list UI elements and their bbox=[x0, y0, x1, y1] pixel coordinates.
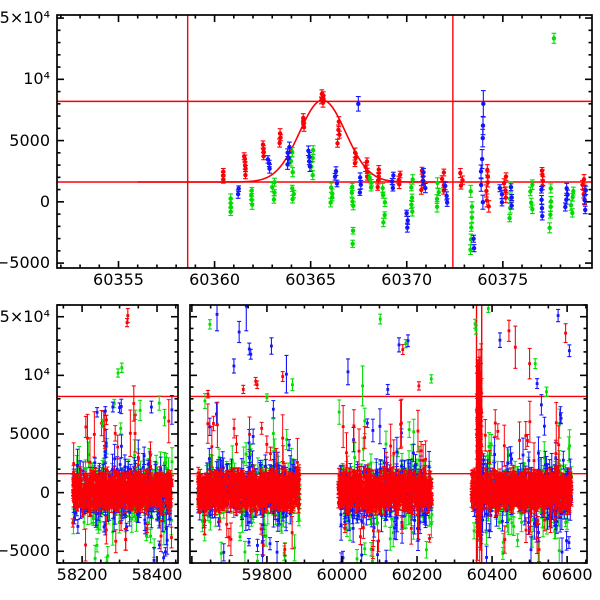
y-tick-label-zoom-panel: 0 bbox=[39, 191, 50, 211]
x-tick-label-longterm-panel: 58200 bbox=[56, 564, 108, 584]
x-tick-label-zoom-panel: 60375 bbox=[477, 269, 529, 289]
y-tick-label-longterm-panel: 1.5×10⁴ bbox=[0, 306, 50, 326]
x-tick-label-zoom-panel: 60365 bbox=[285, 269, 337, 289]
y-tick-label-longterm-panel: −5000 bbox=[0, 541, 50, 561]
y-tick-label-longterm-panel: 0 bbox=[39, 482, 50, 502]
x-tick-label-longterm-panel: 60000 bbox=[316, 564, 368, 584]
x-tick-label-longterm-panel: 60400 bbox=[466, 564, 518, 584]
x-tick-label-longterm-panel: 58400 bbox=[131, 564, 183, 584]
y-tick-label-longterm-panel: 5000 bbox=[9, 424, 50, 443]
x-tick-label-longterm-panel: 59800 bbox=[241, 564, 293, 584]
x-tick-label-zoom-panel: 60370 bbox=[381, 269, 433, 289]
y-tick-label-zoom-panel: −5000 bbox=[0, 253, 50, 273]
y-tick-label-zoom-panel: 10⁴ bbox=[23, 69, 50, 89]
x-tick-label-zoom-panel: 60355 bbox=[93, 269, 144, 289]
x-tick-label-zoom-panel: 60360 bbox=[189, 269, 241, 289]
x-tick-label-longterm-panel: 60600 bbox=[541, 564, 593, 584]
x-tick-label-longterm-panel: 60200 bbox=[391, 564, 443, 584]
y-tick-label-zoom-panel: 1.5×10⁴ bbox=[0, 8, 50, 28]
y-tick-label-zoom-panel: 5000 bbox=[9, 130, 50, 150]
y-tick-label-longterm-panel: 10⁴ bbox=[23, 365, 50, 385]
